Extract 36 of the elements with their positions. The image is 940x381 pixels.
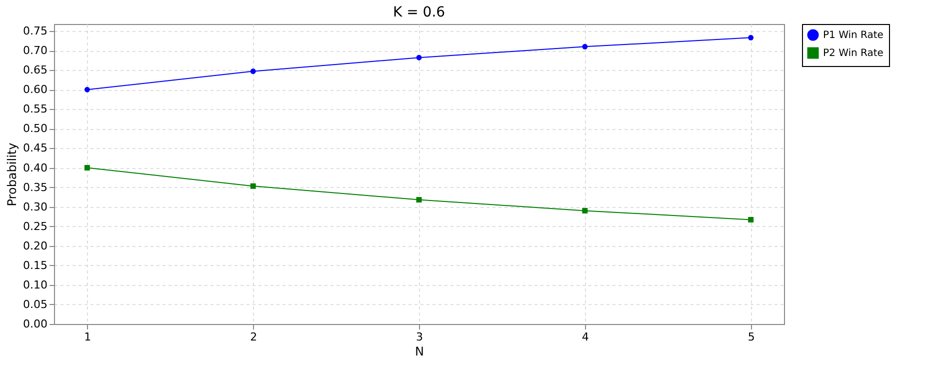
point (250, 68, 256, 74)
y-tick-label: 0.05 (23, 298, 48, 311)
point (84, 165, 90, 170)
point (748, 216, 754, 222)
y-tick-label: 0.60 (23, 83, 48, 96)
x-tick-label: 3 (416, 330, 423, 344)
y-tick-label: 0.40 (23, 161, 48, 174)
y-tick-label: 0.25 (23, 220, 48, 233)
y-tick-label: 0.20 (23, 239, 48, 252)
y-tick-label: 0.45 (23, 142, 48, 155)
point (250, 183, 256, 189)
x-axis-title: N (415, 344, 424, 358)
y-tick-label: 0.00 (23, 318, 48, 330)
legend-label: P2 Win Rate (823, 48, 884, 59)
y-tick-label: 0.75 (23, 24, 48, 38)
x-tick-label: 4 (582, 330, 589, 344)
legend-label: P1 Win Rate (823, 30, 884, 41)
x-tick-label: 2 (250, 330, 258, 344)
y-tick-label: 0.65 (23, 64, 48, 77)
y-tick-label: 0.15 (23, 258, 48, 272)
y-axis-title: Probability (5, 142, 20, 206)
y-tick-label: 0.55 (23, 102, 48, 116)
y-tick-label: 0.35 (23, 180, 48, 194)
point (582, 208, 588, 214)
chart-title: K = 0.6 (392, 4, 446, 20)
y-tick-label: 0.50 (23, 122, 48, 136)
y-tick-label: 0.70 (23, 44, 48, 58)
point (416, 197, 422, 203)
point (582, 44, 588, 50)
point (84, 86, 90, 92)
y-tick-label: 0.10 (23, 278, 48, 292)
x-tick-label: 5 (748, 330, 755, 344)
y-tick-label: 0.30 (23, 200, 48, 214)
x-tick-label: 1 (84, 330, 92, 344)
point (748, 34, 754, 40)
point (416, 54, 422, 60)
